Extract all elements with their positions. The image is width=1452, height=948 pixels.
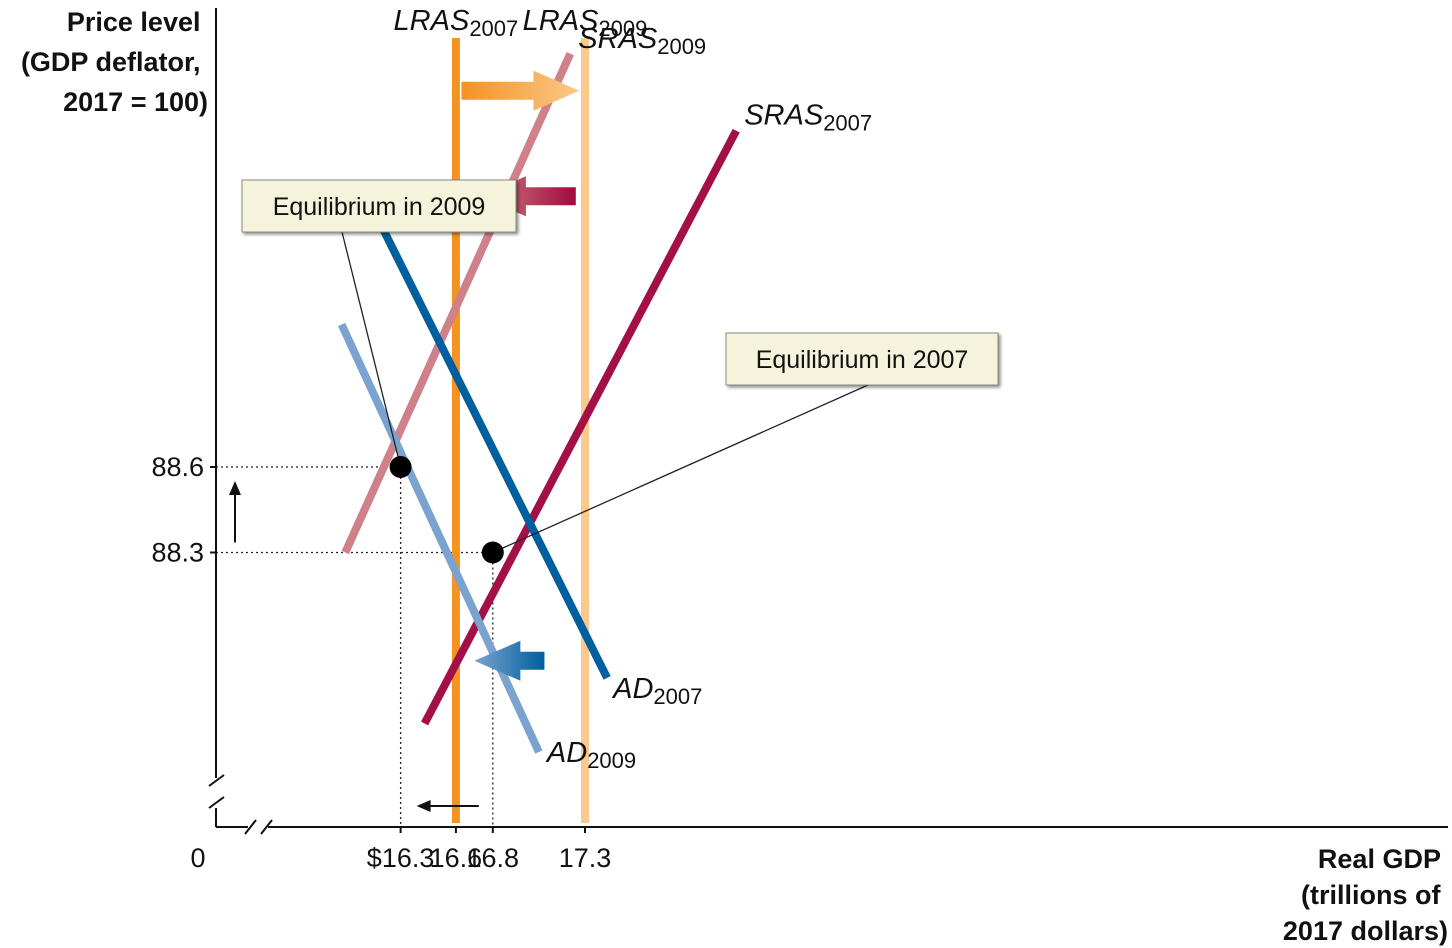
- callout-box: [241, 179, 517, 233]
- y-axis-break-mark-2: [208, 796, 225, 809]
- sras-2009-curve: [341, 52, 574, 555]
- x-axis-title-line: Real GDP: [1318, 844, 1441, 874]
- sras-2009-label-sub: 2009: [657, 34, 706, 59]
- origin-label: 0: [190, 843, 205, 873]
- curves: [337, 38, 740, 823]
- x-tick-label: 16.8: [467, 843, 520, 873]
- sras-2009-label: SRAS2009: [578, 23, 706, 59]
- sras-2009-label-name: SRAS: [578, 23, 658, 55]
- ad-2007-label-sub: 2007: [653, 684, 702, 709]
- y-axis-title: Price level (GDP deflator, 2017 = 100): [21, 7, 208, 117]
- lras-2007-label: LRAS2007: [394, 5, 519, 41]
- y-axis-break-mark-1: [208, 774, 225, 787]
- ad-2007-label-name: AD: [611, 673, 653, 705]
- ad-2009-label-sub: 2009: [587, 748, 636, 773]
- y-axis-title-line: 2017 = 100): [63, 87, 208, 117]
- y-axis-title-line: Price level: [67, 7, 201, 37]
- callout-box: [725, 332, 999, 386]
- x-axis-title-line: 2017 dollars): [1283, 916, 1448, 946]
- x-tick-label: 16.6: [430, 843, 483, 873]
- x-axis-break-mark-2: [260, 819, 273, 835]
- y-tick-label: 88.3: [151, 538, 204, 568]
- equilibrium-point: [481, 541, 504, 564]
- shift-arrow: [461, 70, 580, 111]
- x-axis-title-line: (trillions of: [1301, 880, 1441, 910]
- equilibrium-point: [389, 456, 412, 478]
- tick-marks: 88.6 88.3 $16.316.616.8 17.3: [151, 452, 611, 873]
- sras-2007-label-name: SRAS: [744, 100, 824, 132]
- y-axis-title-line: (GDP deflator,: [21, 47, 201, 77]
- guide-lines: [216, 466, 494, 827]
- callout-label: Equilibrium in 2009: [273, 193, 486, 221]
- x-axis-break-mark-1: [244, 819, 257, 835]
- x-axis-title: Real GDP (trillions of 2017 dollars): [1283, 844, 1448, 946]
- labels: Price level (GDP deflator, 2017 = 100) R…: [21, 5, 1448, 946]
- equilibrium-points: [389, 456, 504, 564]
- lras-2009-label-sub: 2009: [598, 16, 647, 41]
- callout-pointer: [492, 384, 869, 554]
- sras-2007-label: SRAS2007: [744, 100, 872, 136]
- lras-2007-label-sub: 2007: [469, 16, 518, 41]
- ad-2007-label: AD2007: [611, 673, 702, 709]
- sras-2007-label-sub: 2007: [823, 111, 872, 136]
- axes: [208, 8, 1448, 835]
- ad-2009-curve: [337, 322, 543, 754]
- x-tick-label: $16.3: [367, 843, 435, 873]
- ad-2009-label: AD2009: [545, 737, 636, 773]
- y-tick-label: 88.6: [151, 452, 204, 482]
- lras-2007-label-name: LRAS: [394, 5, 470, 37]
- shift-arrow: [474, 640, 545, 681]
- price-rise-arrowhead: [229, 481, 241, 495]
- ad-2007-curve: [373, 214, 611, 680]
- callouts: Equilibrium in 2009 Equilibrium in 2007: [241, 179, 999, 554]
- callout-pointer: [341, 231, 402, 468]
- x-tick-label: 17.3: [559, 843, 612, 873]
- ad-2009-label-name: AD: [545, 737, 587, 769]
- lras-2009-label-name: LRAS: [523, 5, 599, 37]
- gdp-fall-arrowhead: [416, 800, 431, 812]
- callout-label: Equilibrium in 2007: [756, 346, 969, 374]
- lras-2009-label: LRAS2009: [523, 5, 648, 41]
